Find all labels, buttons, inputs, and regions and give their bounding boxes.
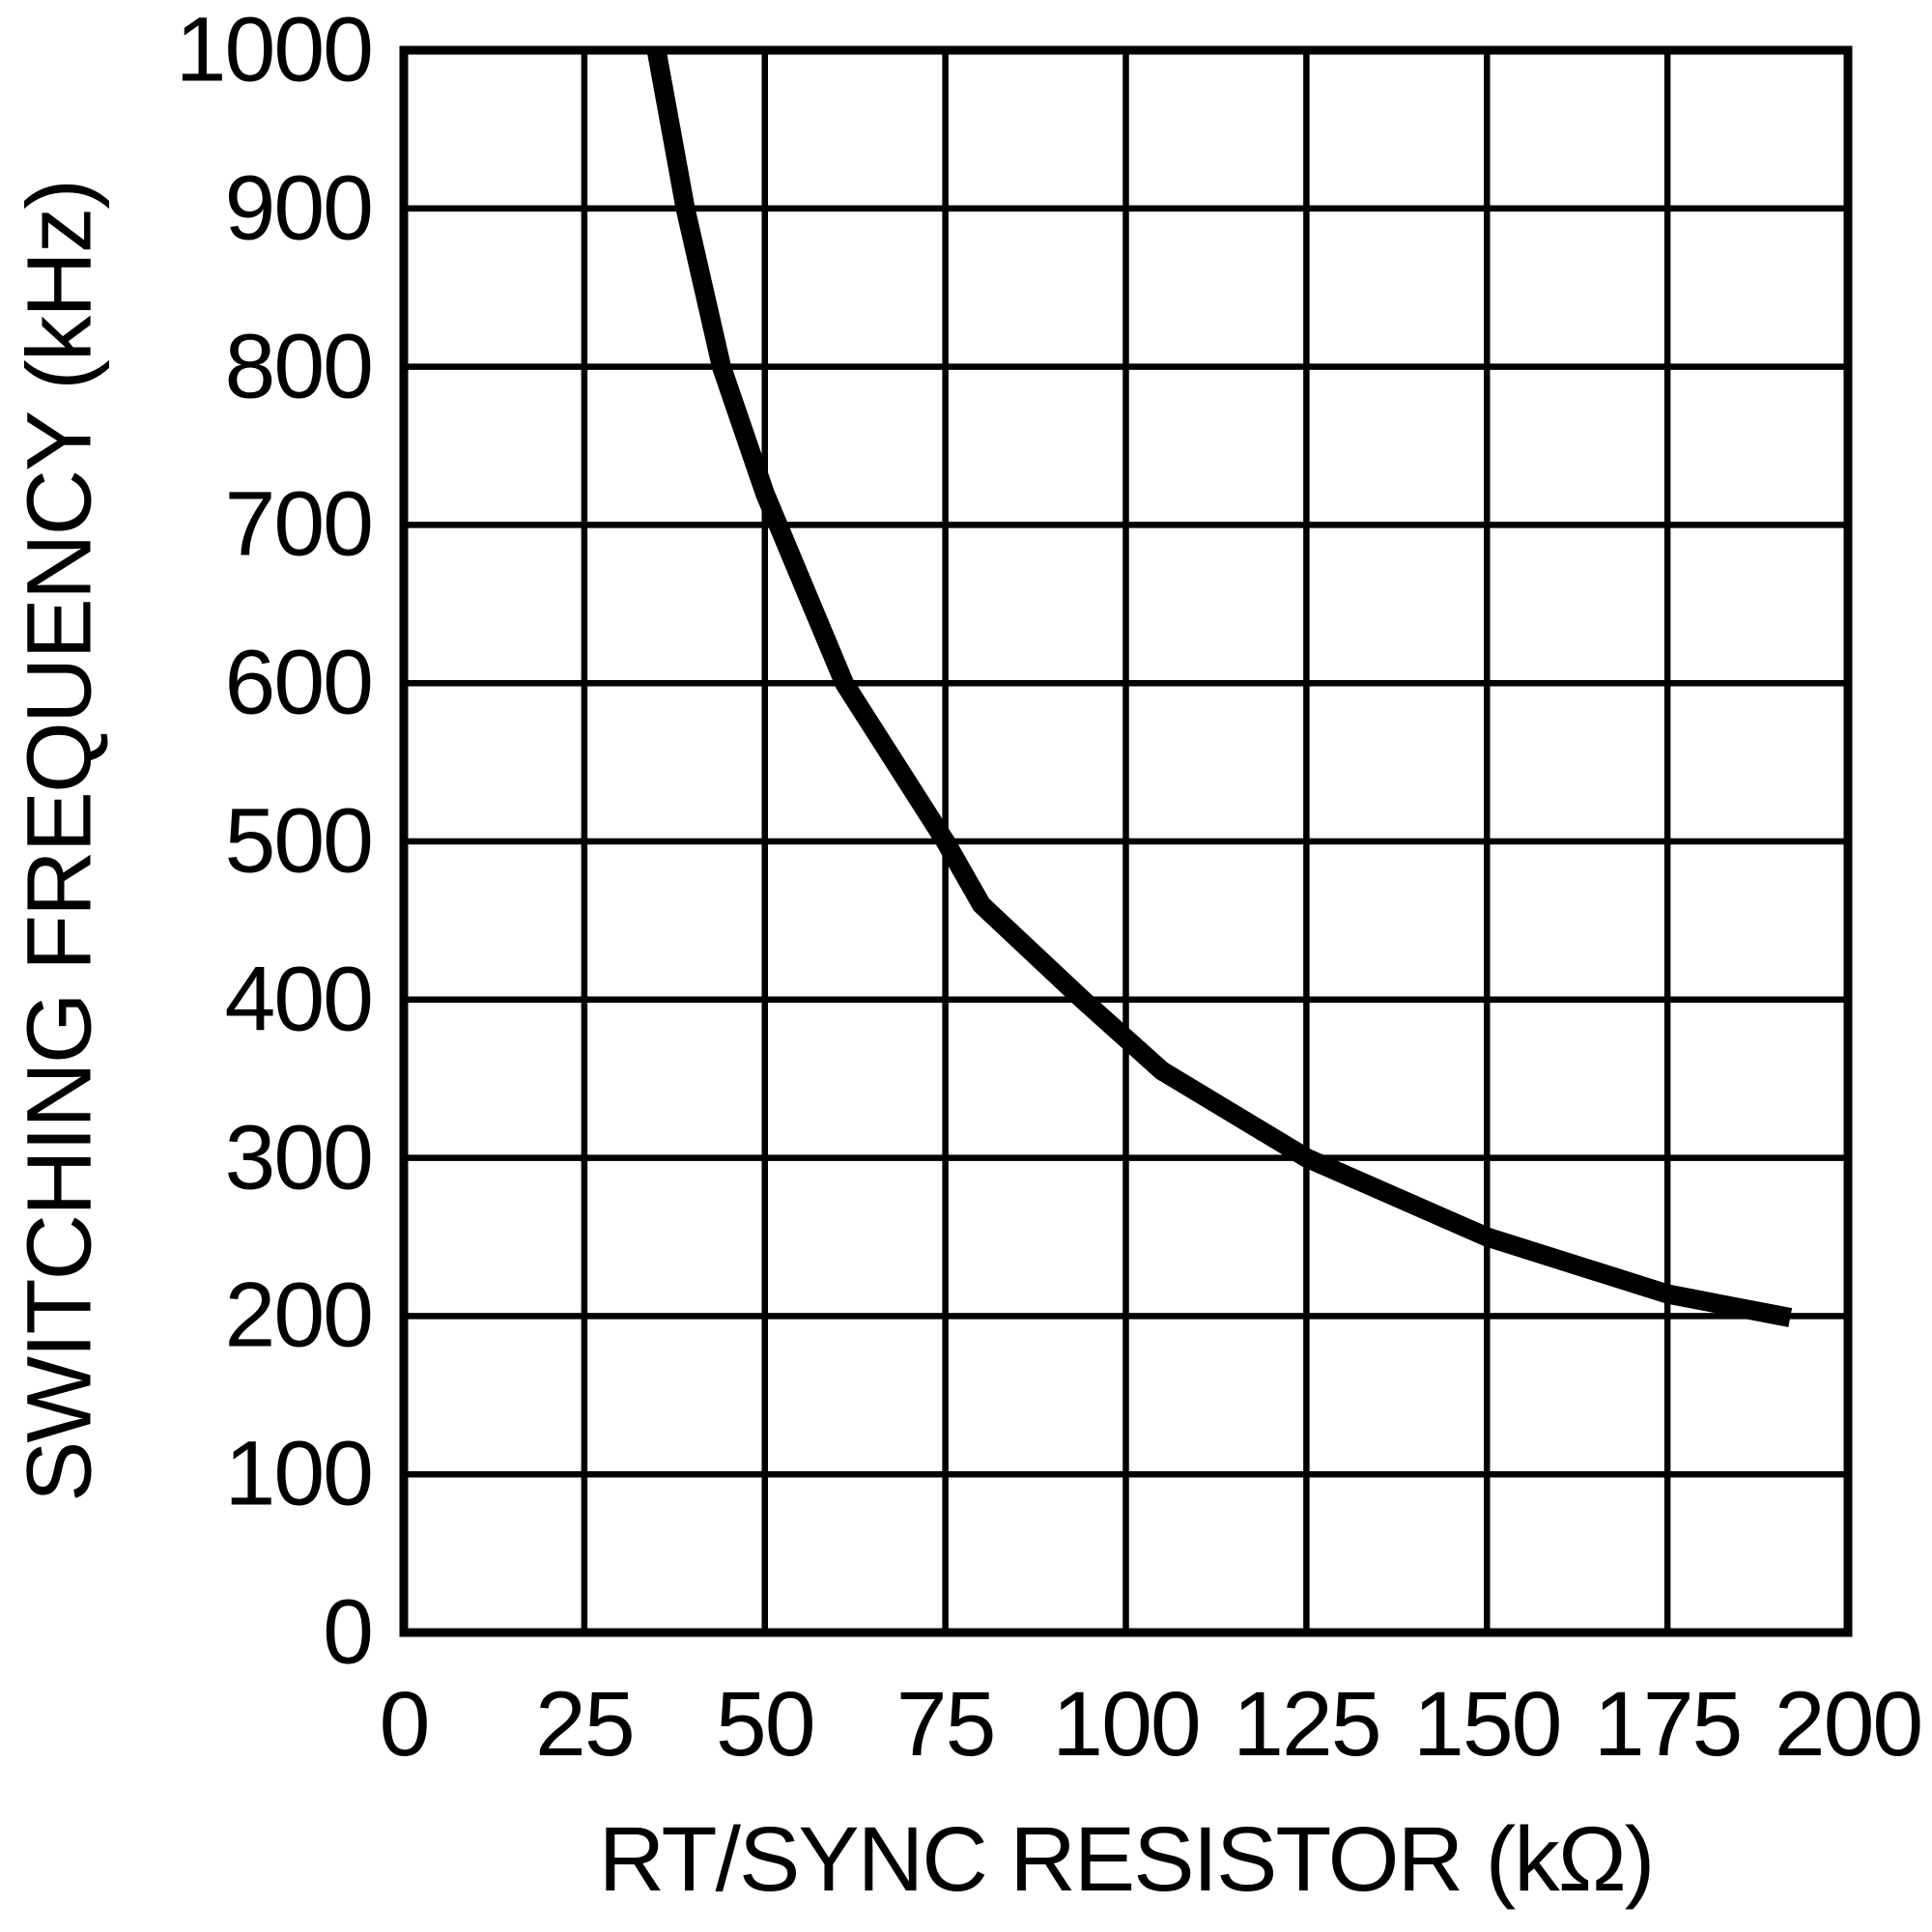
x-tick-label-150: 150 (1412, 1673, 1563, 1776)
data-curve (646, 50, 1793, 1327)
y-tick-label-0: 0 (323, 1580, 374, 1684)
x-tick-label-100: 100 (1052, 1673, 1202, 1776)
x-tick-label-0: 0 (379, 1673, 431, 1776)
x-axis-title: RT/SYNC RESISTOR (kΩ) (598, 1808, 1656, 1911)
y-tick-label-600: 600 (224, 631, 374, 734)
y-tick-label-900: 900 (224, 156, 374, 260)
x-tick-label-25: 25 (535, 1673, 636, 1776)
y-tick-label-800: 800 (224, 315, 374, 418)
y-axis-title: SWITCHING FREQUENCY (kHz) (8, 181, 111, 1502)
x-tick-label-200: 200 (1774, 1673, 1924, 1776)
y-tick-label-100: 100 (224, 1422, 374, 1525)
x-tick-label-175: 175 (1593, 1673, 1744, 1776)
y-tick-label-700: 700 (224, 472, 374, 576)
x-tick-label-75: 75 (895, 1673, 997, 1776)
y-tick-label-500: 500 (224, 789, 374, 893)
y-tick-label-300: 300 (224, 1106, 374, 1209)
y-tick-label-1000: 1000 (175, 0, 374, 101)
x-tick-label-50: 50 (715, 1673, 816, 1776)
plot-frame (399, 45, 1853, 1637)
y-tick-label-400: 400 (224, 948, 374, 1051)
x-tick-label-125: 125 (1233, 1673, 1382, 1776)
y-tick-label-200: 200 (224, 1264, 374, 1367)
